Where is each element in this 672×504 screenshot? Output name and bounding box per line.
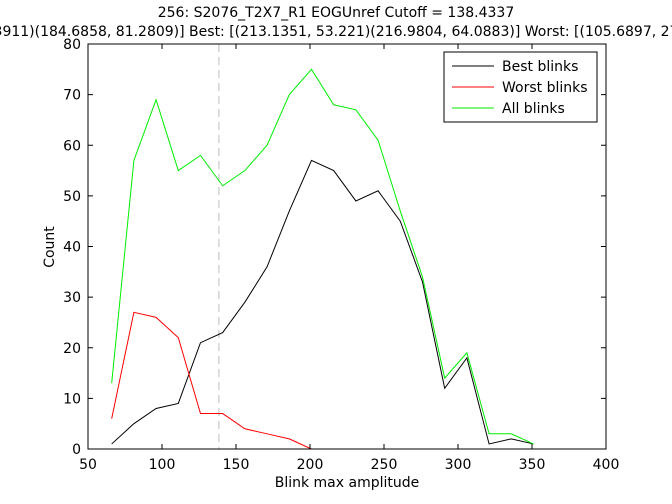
y-tick-label: 20	[63, 341, 81, 357]
y-axis-label: Count	[42, 226, 58, 268]
x-tick-label: 350	[519, 457, 546, 473]
x-tick-label: 50	[79, 457, 97, 473]
x-tick-label: 400	[593, 457, 620, 473]
x-axis-label: Blink max amplitude	[275, 475, 420, 491]
series-line-0	[111, 159, 534, 445]
series-line-1	[111, 311, 312, 450]
x-tick-label: 100	[149, 457, 176, 473]
legend: Best blinks Worst blinks All blinks	[443, 51, 598, 123]
y-tick-label: 30	[63, 290, 81, 306]
x-tick-label: 200	[297, 457, 324, 473]
y-tick-label: 40	[63, 240, 81, 256]
y-tick-label: 50	[63, 189, 81, 205]
y-tick-label: 70	[63, 88, 81, 104]
tick-layer: 50 100 150 200 250 300 350 400 0 10 20 30 40 50 60 70 80	[63, 37, 619, 473]
x-tick-label: 250	[371, 457, 398, 473]
legend-label-0: Best blinks	[502, 59, 578, 75]
x-tick-label: 150	[223, 457, 250, 473]
chart-title: 256: S2076_T2X7_R1 EOGUnref Cutoff = 138…	[158, 5, 515, 21]
y-tick-label: 60	[63, 138, 81, 154]
legend-label-2: All blinks	[502, 101, 565, 117]
x-tick-label: 300	[445, 457, 472, 473]
series-layer	[111, 68, 534, 450]
chart-subtitle: 3911)(184.6858, 81.2809)] Best: [(213.13…	[0, 24, 672, 40]
y-tick-label: 10	[63, 391, 81, 407]
y-tick-label: 80	[63, 37, 81, 53]
legend-label-1: Worst blinks	[502, 80, 588, 96]
y-tick-label: 0	[72, 442, 81, 458]
series-line-2	[111, 68, 534, 445]
